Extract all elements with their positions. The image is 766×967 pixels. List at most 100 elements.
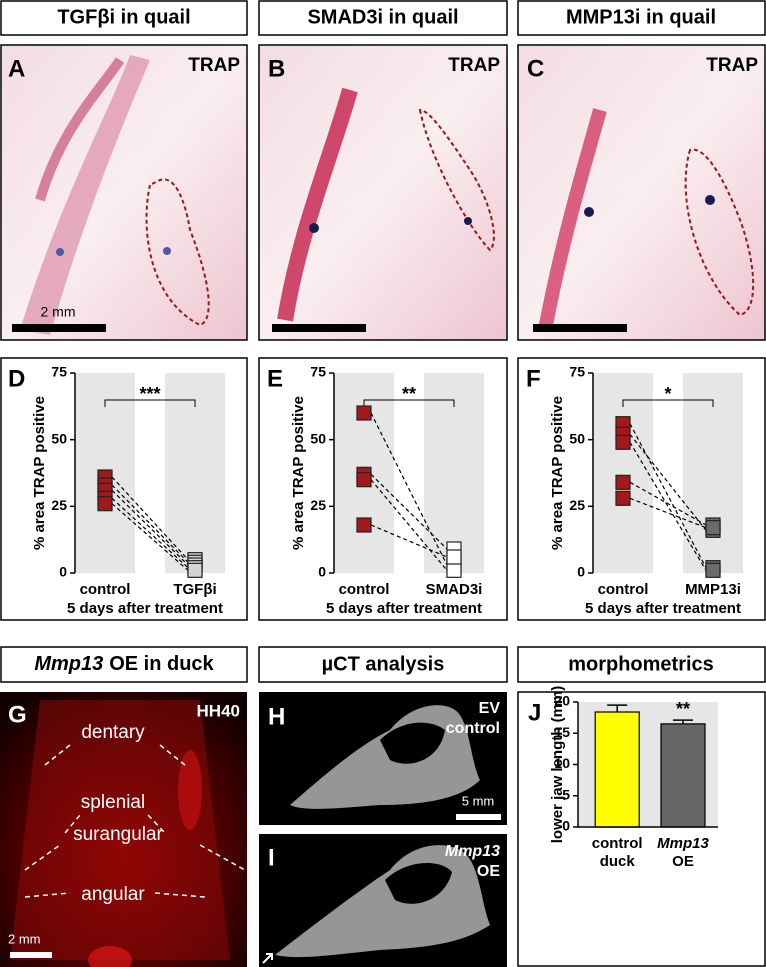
header-box xyxy=(0,646,248,683)
stain xyxy=(538,108,607,332)
y-axis-label: % area TRAP positive xyxy=(549,396,566,550)
bone-label: splenial xyxy=(81,792,145,813)
bar xyxy=(594,711,640,828)
header-box xyxy=(517,0,766,36)
panel-letter: G xyxy=(8,701,27,728)
bone-label: angular xyxy=(81,884,145,905)
outline xyxy=(684,148,755,317)
data-point xyxy=(97,496,113,512)
y-tick-label: 75 xyxy=(569,364,585,380)
x-axis-label: 5 days after treatment xyxy=(326,600,482,617)
y-tick-label: 75 xyxy=(51,364,67,380)
pair-line xyxy=(111,476,189,561)
pair-line xyxy=(370,479,448,571)
x-axis-label: 5 days after treatment xyxy=(585,600,741,617)
image-g: dentary splenial surangular angular 2 mm… xyxy=(0,692,247,967)
significance: * xyxy=(664,384,671,404)
label: Mmp13 xyxy=(445,843,500,860)
data-point xyxy=(705,520,721,536)
panel-letter: A xyxy=(8,55,25,82)
bone-label: dentary xyxy=(81,722,145,743)
tissue xyxy=(88,946,132,967)
y-axis-label: % area TRAP positive xyxy=(290,396,307,550)
scale-bar xyxy=(12,324,106,332)
significance-bracket xyxy=(363,399,455,407)
header-box xyxy=(0,0,248,36)
scale-label: 5 mm xyxy=(462,793,495,808)
bead xyxy=(464,217,472,225)
x-tick-label: SMAD3i xyxy=(426,581,483,598)
arrow xyxy=(262,953,273,964)
stage-label: HH40 xyxy=(197,701,240,720)
bead xyxy=(309,223,319,233)
x-tick-label: OE xyxy=(672,853,694,870)
header: µCT analysis xyxy=(322,653,445,675)
y-tick-label: 50 xyxy=(51,430,67,446)
pair-line xyxy=(370,412,448,566)
significance-bracket xyxy=(622,399,714,407)
image-c: C TRAP xyxy=(517,44,766,341)
y-tick-label: 25 xyxy=(310,497,326,513)
header-rest: OE in duck xyxy=(109,653,214,675)
panel-box xyxy=(517,691,766,967)
panel-letter: E xyxy=(267,365,283,392)
panel-letter: C xyxy=(527,55,544,82)
pair-line xyxy=(111,489,189,566)
bone-label: surangular xyxy=(73,824,163,845)
orbit xyxy=(385,862,452,904)
pair-line xyxy=(111,497,189,569)
micrograph xyxy=(258,44,508,341)
label: control xyxy=(446,720,500,737)
scale-label: 2 mm xyxy=(8,931,41,946)
stain xyxy=(35,57,125,202)
boundaries xyxy=(24,744,246,898)
bead xyxy=(705,195,715,205)
y-tick-label: 75 xyxy=(310,364,326,380)
y-tick-label: 50 xyxy=(310,430,326,446)
panel-letter: D xyxy=(8,365,25,392)
stain xyxy=(20,55,150,335)
pair-line xyxy=(629,423,707,568)
header-italic: Mmp13 xyxy=(34,653,103,675)
significance: ** xyxy=(402,384,416,404)
y-tick-label: 5 xyxy=(562,786,570,802)
stain-label: TRAP xyxy=(188,55,240,76)
data-point xyxy=(356,517,372,533)
bead xyxy=(163,247,171,255)
y-tick-label: 10 xyxy=(554,755,570,771)
y-tick-label: 25 xyxy=(51,497,67,513)
scale-bar xyxy=(272,324,366,332)
bar xyxy=(660,723,706,828)
header-box xyxy=(517,646,766,683)
x-tick-label: MMP13i xyxy=(685,581,741,598)
header: morphometrics xyxy=(568,653,714,675)
data-point xyxy=(615,434,631,450)
headers: TGFβi in quail SMAD3i in quail MMP13i in… xyxy=(0,0,766,683)
outline xyxy=(145,178,210,327)
y-tick-label: 0 xyxy=(318,564,326,580)
image-a: 2 mm A TRAP xyxy=(0,44,248,341)
data-point xyxy=(615,490,631,506)
y-tick-label: 20 xyxy=(554,693,570,709)
significance-bracket xyxy=(104,399,196,407)
header: Mmp13 OE in duck xyxy=(34,653,214,675)
data-point xyxy=(187,562,203,578)
x-tick-label: control xyxy=(598,581,649,598)
bead xyxy=(56,248,64,256)
x-axis-label: 5 days after treatment xyxy=(67,600,223,617)
significance: ** xyxy=(676,699,690,719)
scale-bar xyxy=(533,324,627,332)
x-tick-label: duck xyxy=(600,853,636,870)
panel-box xyxy=(258,357,508,621)
scale-bar xyxy=(10,952,52,958)
pair-line xyxy=(629,442,707,571)
x-tick-label: control xyxy=(80,581,131,598)
tissue xyxy=(178,750,202,830)
panel-box xyxy=(517,357,766,621)
panel-letter: F xyxy=(526,365,541,392)
data-point xyxy=(446,562,462,578)
bead xyxy=(584,207,594,217)
pair-line xyxy=(111,503,189,571)
scale-label: 2 mm xyxy=(41,304,76,320)
